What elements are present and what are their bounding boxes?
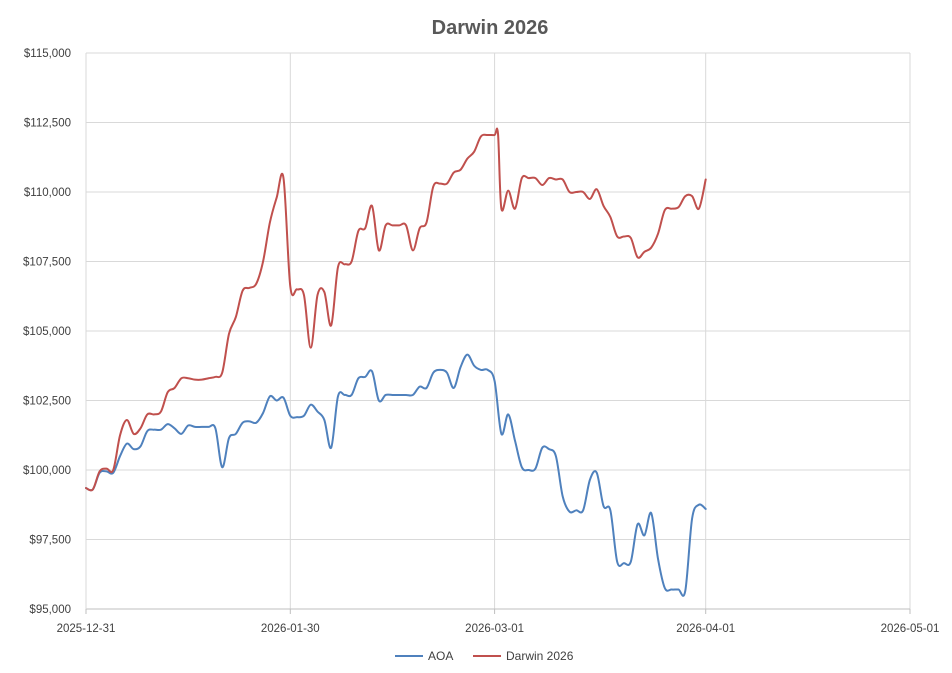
y-tick-label: $115,000 <box>24 48 71 60</box>
y-tick-label: $110,000 <box>24 187 71 199</box>
y-tick-label: $112,500 <box>24 118 71 130</box>
chart-title: Darwin 2026 <box>432 17 549 39</box>
y-tick-label: $105,000 <box>23 326 71 338</box>
x-tick-label: 2026-04-01 <box>676 623 735 635</box>
x-tick-label: 2026-01-30 <box>261 623 320 635</box>
series-lines <box>85 127 707 597</box>
series-line-aoa <box>85 353 707 597</box>
legend-label: Darwin 2026 <box>506 649 574 663</box>
y-tick-label: $95,000 <box>29 604 71 616</box>
series-line-darwin-2026 <box>85 127 707 492</box>
y-axis-tick-labels: $95,000 $97,500 $100,000 $102,500 $105,000 $1… <box>23 48 71 616</box>
y-tick-label: $97,500 <box>29 535 71 547</box>
x-axis-tick-labels: 2025-12-31 2026-01-30 2026-03-01 2026-04-01… <box>57 623 940 635</box>
y-tick-label: $107,500 <box>23 257 71 269</box>
x-tick-label: 2025-12-31 <box>57 623 116 635</box>
y-tick-label: $102,500 <box>23 396 71 408</box>
legend-label: AOA <box>428 649 453 663</box>
x-tick-label: 2026-05-01 <box>881 623 940 635</box>
legend: AOA Darwin 2026 <box>395 649 574 663</box>
gridlines <box>85 52 911 614</box>
y-tick-label: $100,000 <box>23 465 71 477</box>
x-tick-label: 2026-03-01 <box>465 623 524 635</box>
